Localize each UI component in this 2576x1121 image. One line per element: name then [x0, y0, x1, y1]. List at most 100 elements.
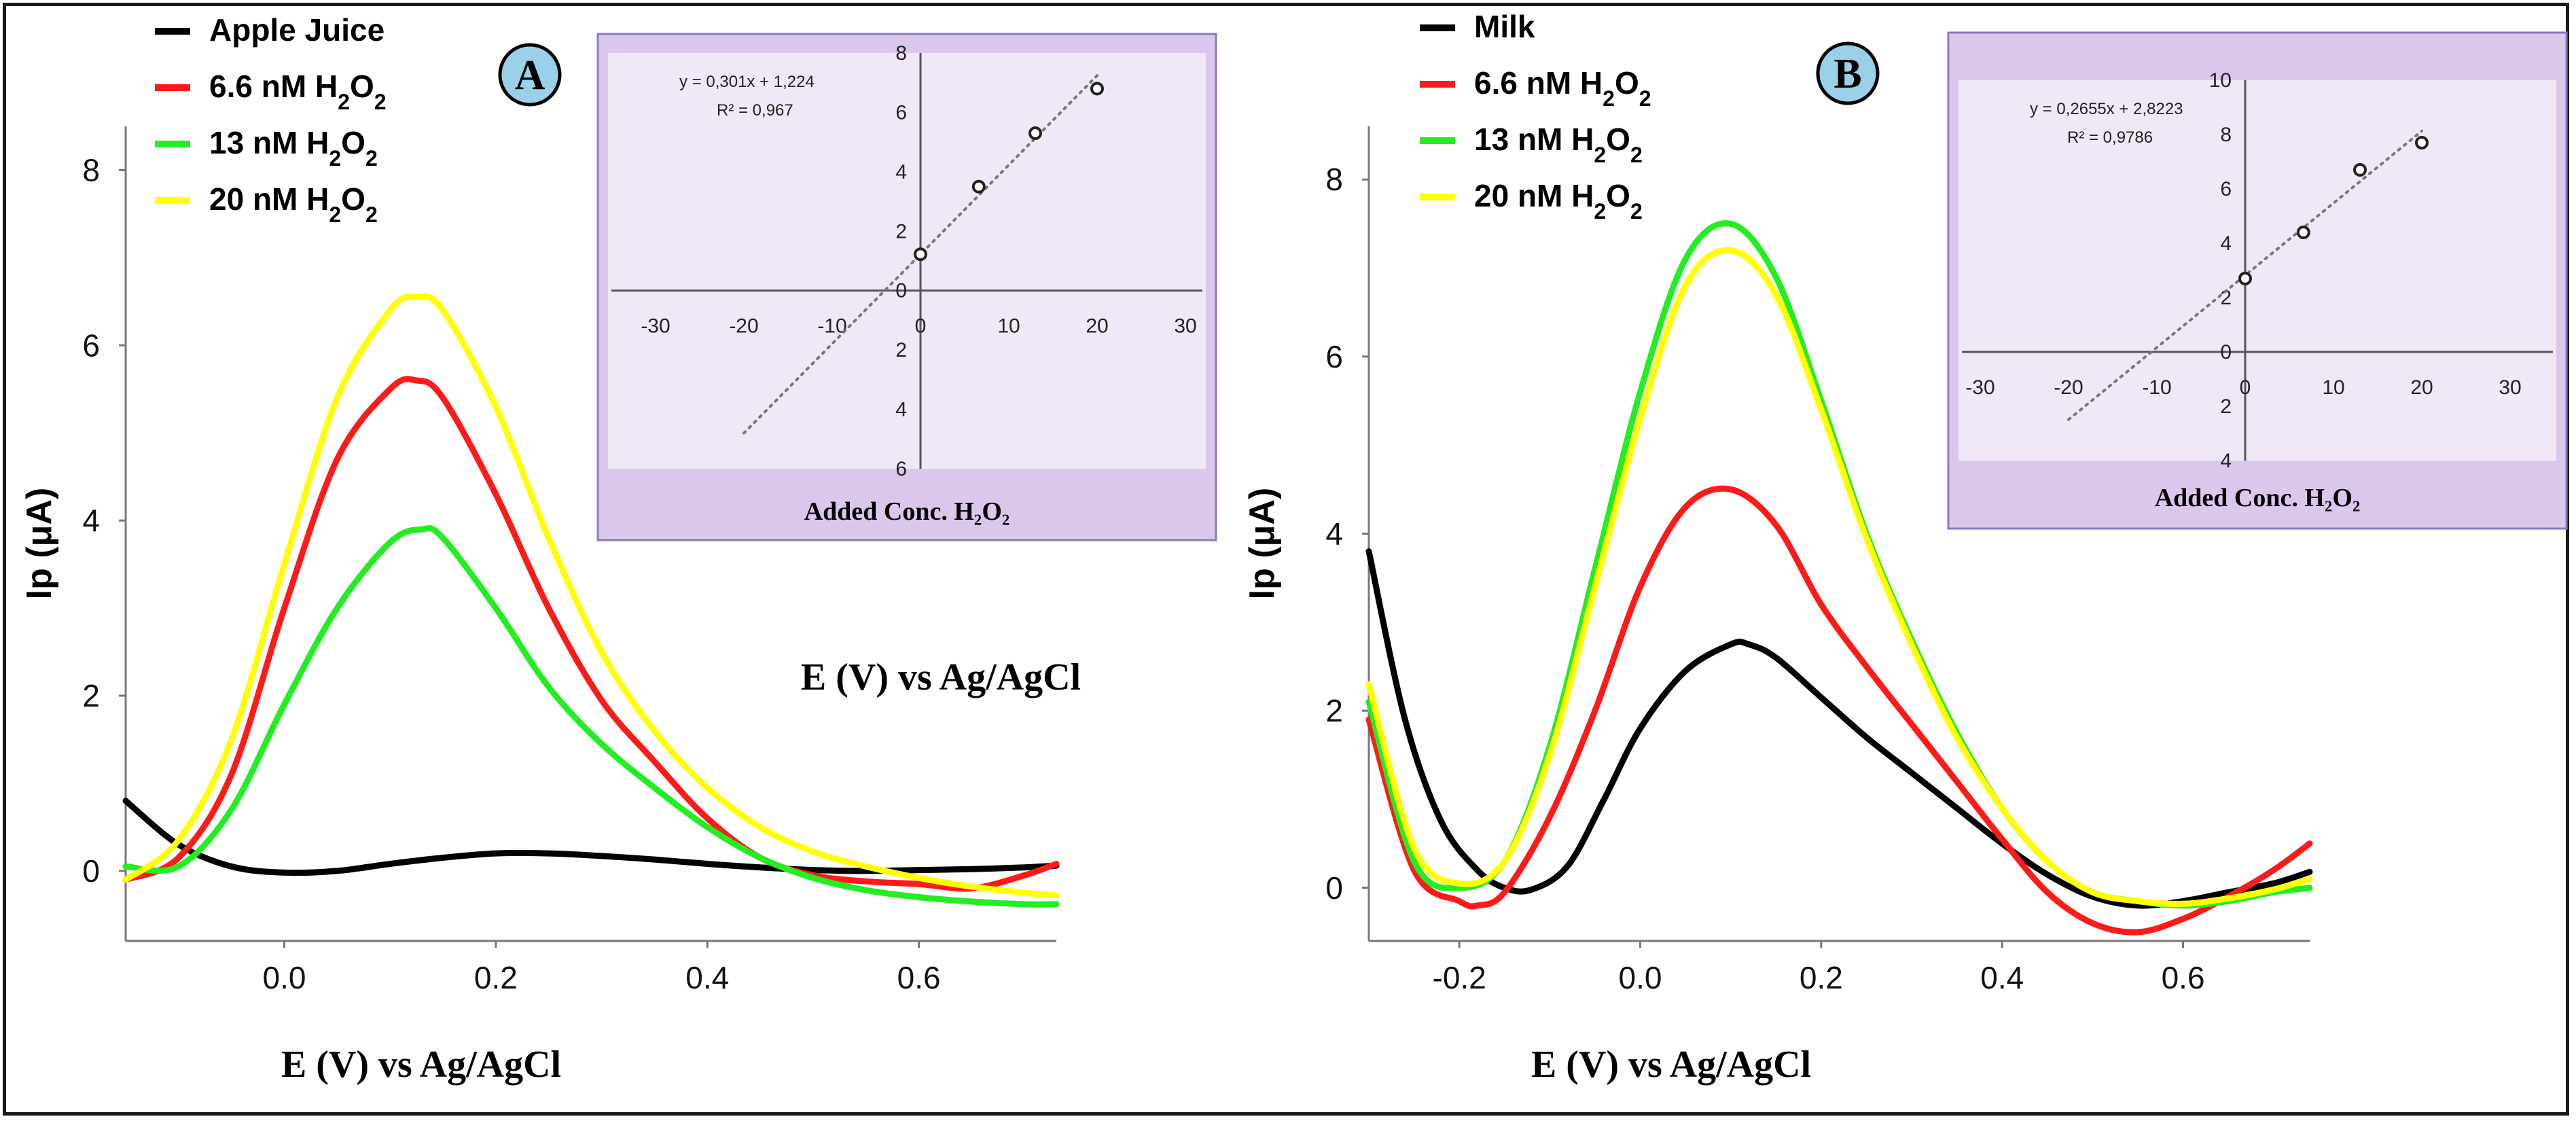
- panel-b-legend-text: 13 nM H: [1474, 122, 1594, 157]
- panel-b-legend-label-2: 13 nM H2O2: [1474, 122, 1643, 167]
- panel-b-legend-text: O: [1615, 65, 1639, 101]
- panel-b-inset-y-tick-label: 2: [2220, 287, 2232, 309]
- panel-a-inset-x-label: Added Conc. H₂O₂: [804, 497, 1010, 526]
- panel-b-y-tick-label: 2: [1325, 693, 1343, 728]
- panel-b-legend-text: 20 nM H: [1474, 178, 1594, 213]
- panel-b-x-tick-label: 0.2: [1800, 960, 1843, 995]
- panel-a-floating-axis-label: E (V) vs Ag/AgCl: [801, 656, 1081, 698]
- panel-a-legend-label-0: Apple Juice: [209, 12, 384, 48]
- panel-a-x-tick-label: 0.6: [897, 960, 941, 995]
- panel-b-inset-y-tick-label: 6: [2220, 178, 2232, 200]
- panel-b-inset-r2: R² = 0,9786: [2067, 128, 2153, 147]
- panel-a-series-line-3: [122, 293, 1060, 899]
- panel-a-y-tick-label: 0: [82, 853, 100, 889]
- panel-b-inset-x-tick-label: 30: [2499, 376, 2521, 399]
- panel-b-inset-point-0: [2238, 272, 2252, 285]
- panel-b-legend-label-3: 20 nM H2O2: [1474, 178, 1643, 224]
- panel-a-inset-point-0: [914, 247, 927, 262]
- panel-b-inset-equation: y = 0,2655x + 2,8223: [2030, 100, 2183, 118]
- panel-b-series-line-1: [1365, 485, 2313, 936]
- panel-b-inset-x-tick-label: -30: [1965, 376, 1994, 399]
- panel-b-inset-y-tick-label: 10: [2209, 69, 2232, 92]
- panel-b-inset-point-1: [2296, 226, 2310, 239]
- panel-b-legend-label-0: Milk: [1474, 9, 1535, 44]
- panel-a-legend-text: 6.6 nM H: [209, 69, 338, 104]
- panel-b-x-tick-label: -0.2: [1433, 960, 1486, 995]
- panel-a-y-tick-label: 4: [82, 503, 100, 538]
- panel-a-legend-text: O: [341, 181, 365, 217]
- panel-a-series-line-2: [122, 525, 1060, 908]
- panel-a-inset-equation: y = 0,301x + 1,224: [679, 73, 815, 91]
- panel-b-legend-label-1: 6.6 nM H2O2: [1474, 65, 1651, 111]
- panel-a-inset-x-tick-label: 10: [997, 315, 1020, 338]
- panel-a-legend-text: 13 nM H: [209, 125, 329, 160]
- panel-a-inset-y-tick-label: 6: [895, 458, 907, 480]
- figure-frame: [3, 3, 2569, 1116]
- panel-b-inset-x-tick-label: 20: [2410, 376, 2433, 399]
- panel-b-y-tick-label: 4: [1325, 516, 1343, 552]
- panel-b-x-tick-label: 0.4: [1980, 960, 2024, 995]
- panel-b-y-tick-label: 6: [1325, 339, 1343, 374]
- panel-b-series-line-3: [1365, 247, 2313, 907]
- panel-b-inset-x-tick-label: -20: [2054, 376, 2083, 399]
- panel-a-legend-sub: 2: [365, 146, 378, 171]
- panel-a-badge-circle: [498, 43, 562, 107]
- panel-b-legend-text: O: [1606, 122, 1630, 157]
- panel-b-legend-sub: 2: [1630, 199, 1643, 224]
- panel-b-legend-sub: 2: [1594, 199, 1606, 224]
- panel-a-legend-text: O: [341, 125, 365, 160]
- panel-b-y-axis-label: Ip (μA): [1242, 488, 1282, 600]
- panel-a-inset-y-tick-label: 8: [895, 42, 907, 65]
- panel-a-inset-y-tick-label: 4: [895, 399, 907, 421]
- panel-b-legend-text: 6.6 nM H: [1474, 65, 1603, 101]
- panel-b-inset-trendline: [2067, 129, 2423, 421]
- panel-b-inset-plot-area: [1958, 80, 2556, 461]
- panel-a-legend-text: O: [350, 69, 374, 104]
- panel-b-legend-sub: 2: [1603, 86, 1615, 111]
- panel-a-inset-y-tick-label: 4: [895, 161, 907, 183]
- panel-b-inset-y-tick-label: 2: [2220, 395, 2232, 418]
- panel-a-inset-point-2: [1028, 126, 1042, 141]
- panel-a-inset-x-tick-label: 0: [915, 315, 927, 338]
- panel-b-legend-sub: 2: [1639, 86, 1651, 111]
- panel-b-x-tick-label: 0.0: [1619, 960, 1662, 995]
- panel-b-y-tick-label: 0: [1325, 870, 1343, 906]
- panel-a-legend-sub: 2: [365, 202, 378, 227]
- panel-a-x-tick-label: 0.0: [263, 960, 306, 995]
- panel-a-y-tick-label: 6: [82, 327, 100, 363]
- panel-a-series-line-1: [122, 376, 1060, 892]
- panel-a-inset-point-1: [971, 179, 986, 194]
- panel-a-x-tick-label: 0.2: [474, 960, 518, 995]
- panel-b-badge-circle: [1816, 41, 1880, 105]
- panel-a-y-tick-label: 8: [82, 152, 100, 188]
- panel-b-badge-letter: B: [1833, 51, 1861, 97]
- panel-a-inset-y-tick-label: 2: [895, 220, 907, 243]
- panel-b-legend-text: O: [1606, 178, 1630, 213]
- panel-a-legend-text: Apple Juice: [209, 12, 384, 48]
- panel-a-inset-y-tick-label: 6: [895, 101, 907, 124]
- panel-b-inset-point-2: [2353, 163, 2367, 177]
- panel-a-legend-label-2: 13 nM H2O2: [209, 125, 378, 171]
- panel-b-inset-y-tick-label: 8: [2220, 124, 2232, 146]
- panel-b-inset-y-tick-label: 4: [2220, 232, 2232, 255]
- panel-b-series-line-0: [1365, 548, 2313, 909]
- panel-a-legend-text: 20 nM H: [209, 181, 329, 217]
- panel-a-inset-x-tick-label: 20: [1086, 315, 1108, 338]
- panel-b-inset-point-3: [2415, 136, 2429, 149]
- panel-b-inset-x-tick-label: 0: [2240, 376, 2251, 399]
- panel-b-legend-sub: 2: [1594, 143, 1606, 167]
- panel-a-badge-letter: A: [515, 52, 545, 99]
- panel-a-y-axis-label: Ip (μA): [20, 488, 59, 600]
- panel-a-legend-sub: 2: [329, 146, 341, 171]
- panel-b-legend-text: Milk: [1474, 9, 1535, 44]
- panel-b-inset-x-label: Added Conc. H₂O₂: [2155, 484, 2361, 512]
- panel-a-inset-y-tick-label: 2: [895, 339, 907, 361]
- panel-a-inset-x-tick-label: -10: [817, 315, 846, 338]
- panel-a-x-tick-label: 0.4: [685, 960, 729, 995]
- panel-a-inset-y-tick-label: 0: [895, 280, 907, 302]
- panel-b-inset-x-tick-label: 10: [2322, 376, 2344, 399]
- panel-b-y-tick-label: 8: [1325, 162, 1343, 197]
- panel-b-inset-x-tick-label: -10: [2142, 376, 2171, 399]
- panel-a-series-line-0: [122, 798, 1060, 876]
